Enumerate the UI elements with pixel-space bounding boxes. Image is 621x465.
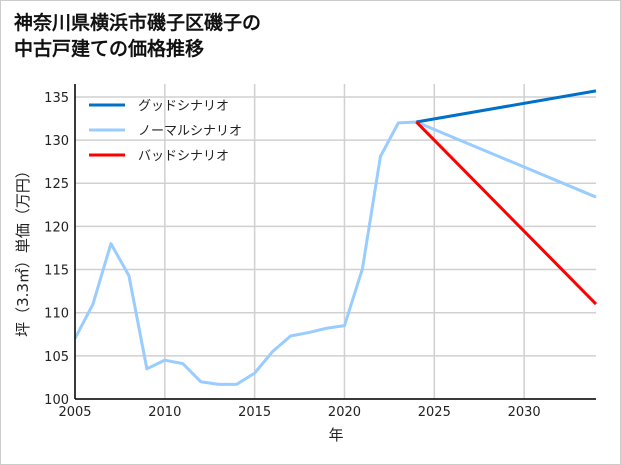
series-line — [73, 120, 597, 386]
x-tick-label: 2010 — [148, 405, 181, 420]
title-line-1: 神奈川県横浜市磯子区磯子の — [14, 12, 262, 34]
title-line-2: 中古戸建ての価格推移 — [14, 38, 205, 60]
y-tick-label: 105 — [44, 350, 69, 365]
y-axis-label: 坪（3.3㎡）単価（万円） — [14, 163, 32, 337]
y-tick-label: 115 — [44, 264, 69, 279]
x-tick-label: 2005 — [58, 405, 91, 420]
x-tick-label: 2015 — [238, 405, 271, 420]
y-tick-label: 130 — [44, 134, 69, 149]
x-tick-label: 2025 — [418, 405, 451, 420]
x-tick-label: 2030 — [508, 405, 541, 420]
series-line — [416, 89, 597, 124]
y-tick-label: 120 — [44, 220, 69, 235]
y-tick-label: 125 — [44, 177, 69, 192]
y-tick-label: 100 — [44, 393, 69, 408]
y-tick-label: 110 — [44, 307, 69, 322]
chart-title: 神奈川県横浜市磯子区磯子の 中古戸建ての価格推移 — [14, 10, 261, 62]
legend-label: バッドシナリオ — [138, 149, 229, 164]
y-tick-label: 135 — [44, 91, 69, 106]
x-axis-label: 年 — [328, 426, 343, 444]
series-line — [415, 120, 598, 306]
x-tick-label: 2020 — [328, 405, 361, 420]
legend-label: グッドシナリオ — [138, 99, 229, 114]
legend-label: ノーマルシナリオ — [138, 124, 242, 139]
